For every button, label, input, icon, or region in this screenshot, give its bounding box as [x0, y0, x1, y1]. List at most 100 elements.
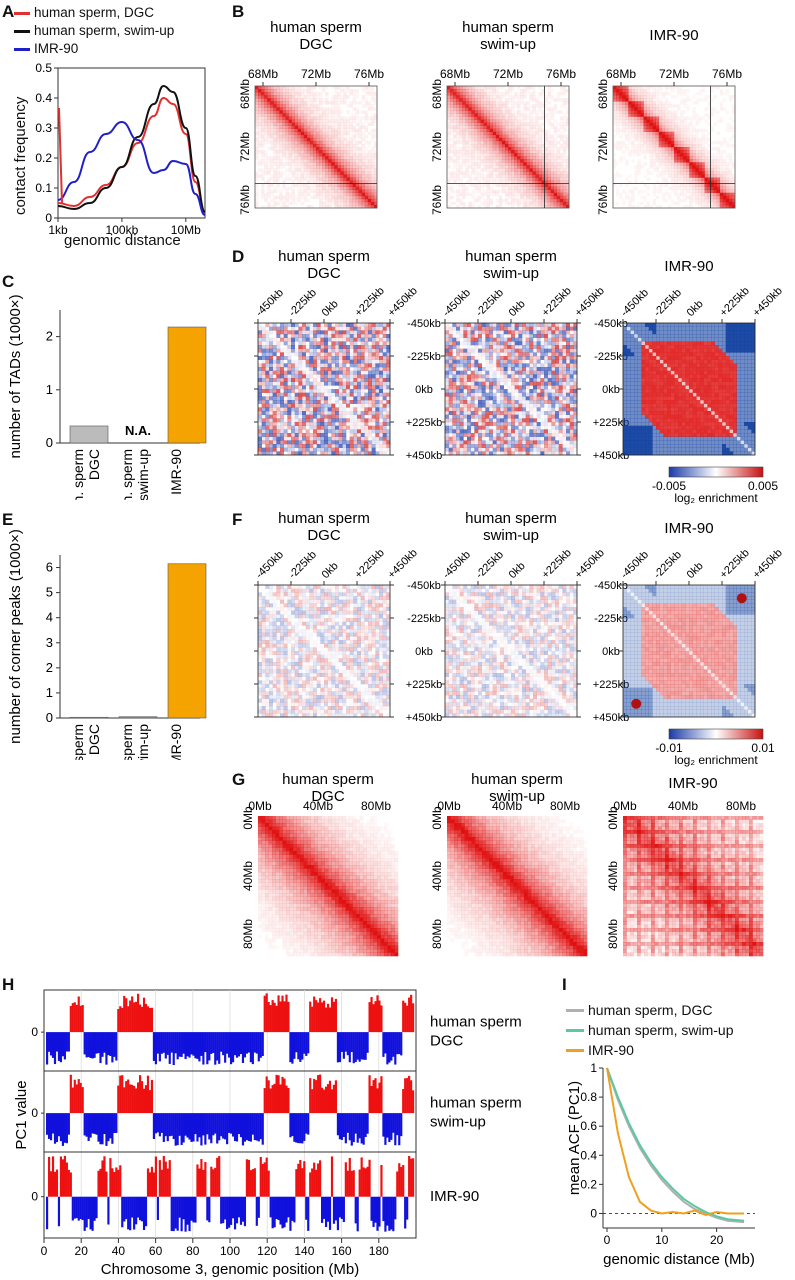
heatmap-cell — [538, 171, 542, 175]
heatmap-cell — [447, 153, 451, 157]
heatmap-cell — [622, 89, 626, 93]
heatmap-cell — [340, 137, 344, 142]
enrichment-cell — [335, 326, 339, 331]
enrichment-cell — [317, 378, 321, 382]
enrichment-cell — [360, 348, 365, 353]
heatmap-cell — [331, 195, 335, 200]
heatmap-cell — [686, 107, 690, 111]
heatmap-cell — [276, 153, 280, 157]
heatmap-cell — [358, 204, 363, 209]
heatmap-cell — [316, 95, 320, 99]
heatmap-cell — [661, 177, 666, 181]
heatmap-cell — [309, 143, 314, 148]
heatmap-cell — [517, 177, 521, 181]
enrichment-cell — [335, 389, 339, 393]
heatmap-cell — [550, 116, 555, 120]
heatmap-cell — [725, 201, 730, 206]
enrichment-cell — [346, 370, 350, 375]
heatmap-cell — [355, 159, 359, 163]
heatmap-cell — [337, 113, 341, 117]
heatmap-cell — [309, 134, 314, 139]
heatmap-cell — [544, 95, 548, 99]
x-tick-label: 10Mb — [171, 223, 201, 237]
heatmap-cell — [532, 137, 536, 142]
heatmap-cell — [508, 177, 512, 181]
enrichment-cell — [350, 367, 354, 371]
heatmap-cell — [501, 113, 506, 117]
heatmap-cell — [658, 86, 663, 90]
heatmap-cell — [661, 168, 666, 172]
heatmap-cell — [667, 186, 672, 190]
heatmap-cell — [358, 131, 363, 136]
heatmap-cell — [643, 195, 647, 200]
heatmap-cell — [367, 186, 372, 190]
heatmap-cell — [674, 201, 678, 206]
enrichment-cell — [302, 370, 306, 375]
heatmap-cell — [680, 122, 684, 126]
heatmap-cell — [649, 147, 653, 151]
heatmap-cell — [261, 192, 265, 197]
heatmap-cell — [340, 122, 344, 126]
enrichment-cell — [342, 326, 347, 331]
enrichment-cell — [331, 370, 336, 375]
panel-label-d: D — [232, 247, 245, 266]
heatmap-cell — [273, 113, 277, 117]
heatmap-cell — [480, 159, 484, 163]
heatmap-cell — [273, 131, 277, 136]
enrichment-cell — [305, 348, 310, 353]
heatmap-cell — [535, 156, 539, 160]
heatmap-cell — [686, 183, 690, 187]
heatmap-cell — [508, 89, 512, 93]
enrichment-cell — [382, 352, 387, 357]
heatmap-cell — [544, 183, 548, 187]
heatmap-cell — [707, 153, 711, 157]
heatmap-cell — [520, 156, 524, 160]
heatmap-cell — [358, 180, 363, 184]
enrichment-cell — [371, 407, 376, 412]
heatmap-cell — [547, 156, 551, 160]
heatmap-cell — [562, 125, 567, 129]
heatmap-cell — [468, 119, 472, 123]
enrichment-cell — [349, 385, 354, 390]
heatmap-cell — [565, 137, 570, 142]
heatmap-cell — [279, 137, 283, 142]
heatmap-cell — [279, 189, 283, 194]
heatmap-cell — [716, 119, 721, 123]
heatmap-cell — [474, 95, 478, 99]
heatmap-cell — [267, 201, 271, 206]
heatmap-cell — [349, 195, 353, 200]
heatmap-cell — [547, 147, 551, 151]
enrichment-cell — [280, 337, 284, 342]
heatmap-cell — [670, 104, 675, 108]
heatmap-cell — [292, 165, 295, 168]
heatmap-cell — [556, 180, 561, 184]
heatmap-cell — [674, 119, 678, 123]
heatmap-cell — [267, 95, 271, 99]
heatmap-cell — [686, 98, 690, 102]
enrichment-cell — [346, 403, 350, 408]
enrichment-cell — [386, 323, 391, 327]
heatmap-cell — [504, 113, 509, 117]
heatmap-cell — [261, 168, 265, 172]
heatmap-cell — [616, 122, 620, 126]
heatmap-cell — [695, 119, 699, 123]
enrichment-cell — [294, 323, 299, 327]
heatmap-cell — [498, 201, 503, 206]
heatmap-cell — [674, 122, 678, 126]
heatmap-cell — [698, 150, 702, 154]
heatmap-cell — [492, 143, 497, 148]
enrichment-cell — [298, 374, 303, 379]
heatmap-cell — [456, 150, 460, 154]
heatmap-cell — [453, 143, 457, 148]
heatmap-cell — [501, 162, 506, 166]
heatmap-cell — [544, 101, 548, 105]
heatmap-cell — [364, 140, 369, 145]
heatmap-cell — [550, 107, 555, 111]
heatmap-cell — [701, 153, 705, 157]
heatmap-cell — [670, 186, 675, 190]
heatmap-cell — [634, 177, 638, 181]
enrichment-cell — [364, 356, 369, 360]
heatmap-cell — [716, 147, 721, 151]
heatmap-cell — [538, 153, 542, 157]
enrichment-cell — [316, 403, 321, 408]
